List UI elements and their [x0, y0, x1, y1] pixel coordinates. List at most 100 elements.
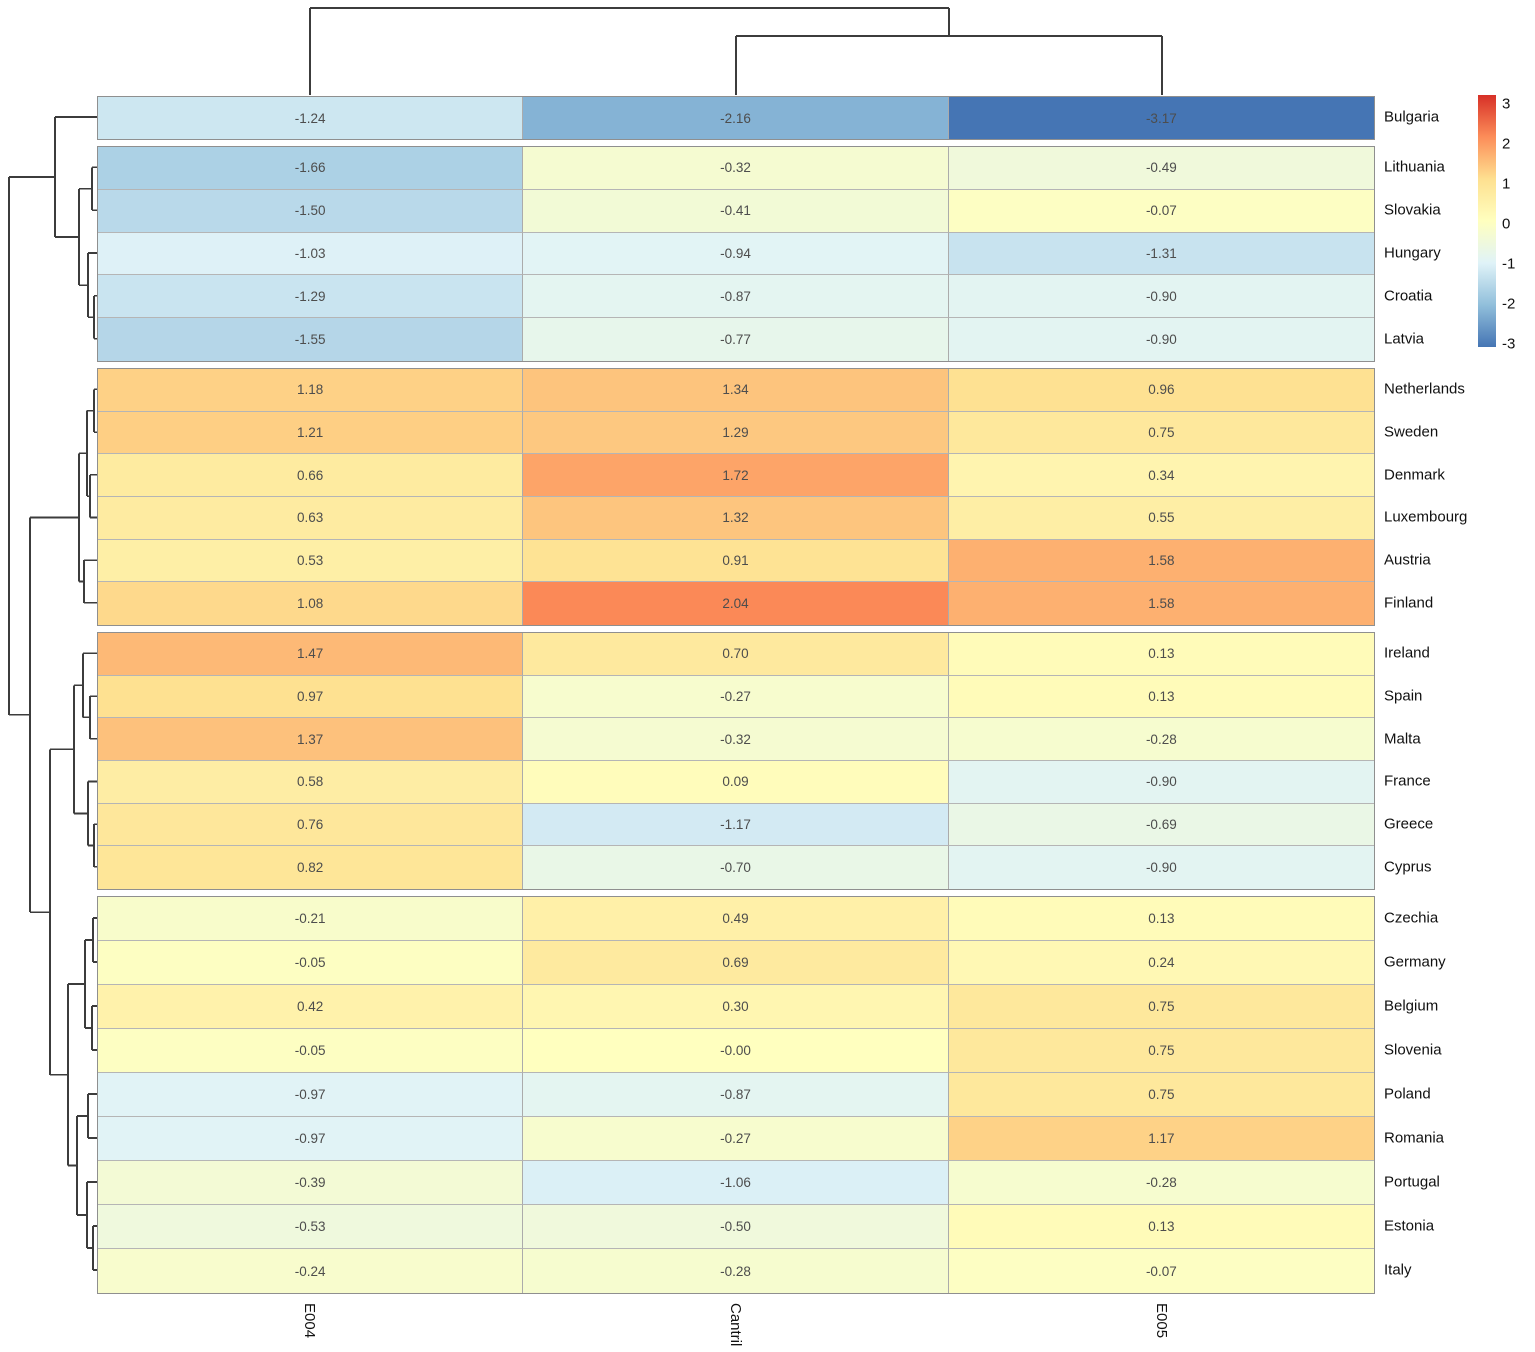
heatmap-cell: 0.75	[948, 1073, 1374, 1117]
column-label: E005	[1153, 1303, 1170, 1339]
heatmap-cell: 1.18	[98, 369, 524, 412]
heatmap-cell: 0.97	[98, 675, 524, 719]
heatmap-cell: -0.97	[98, 1073, 524, 1117]
row-cluster-block: -1.24 -2.16 -3.17	[97, 96, 1375, 140]
legend-tick-label: -3	[1502, 335, 1516, 353]
heatmap-cell: -1.66	[98, 147, 524, 190]
heatmap-cell: -0.90	[948, 761, 1374, 804]
heatmap-cell: -1.17	[523, 803, 949, 847]
heatmap-cell: -3.17	[948, 97, 1374, 139]
heatmap-cell: 0.13	[948, 633, 1374, 676]
row-label: France	[1384, 772, 1431, 790]
column-label: E004	[301, 1303, 318, 1339]
heatmap-cell: -0.39	[98, 1161, 524, 1205]
legend-colorbar	[1478, 95, 1496, 347]
row-label: Lithuania	[1384, 158, 1445, 176]
heatmap-cell: -0.94	[523, 232, 949, 276]
heatmap-cell: -0.50	[523, 1205, 949, 1249]
row-cluster-block: -1.66 -0.32 -0.49 -1.50 -0.41 -0.07 -1.03 -0.94…	[97, 146, 1375, 362]
heatmap-cell: -0.27	[523, 1117, 949, 1161]
heatmap-cell: 0.58	[98, 761, 524, 804]
column-label: Cantril	[727, 1303, 744, 1347]
heatmap-cell: 0.66	[98, 454, 524, 498]
row-label: Denmark	[1384, 466, 1445, 484]
heatmap-cell: 0.13	[948, 675, 1374, 719]
row-label: Luxembourg	[1384, 508, 1468, 526]
heatmap-cell: 0.55	[948, 497, 1374, 540]
row-label: Austria	[1384, 551, 1431, 569]
row-label: Finland	[1384, 594, 1434, 612]
heatmap-cell: 0.76	[98, 803, 524, 847]
heatmap-cell: 1.32	[523, 497, 949, 540]
heatmap-cell: -0.27	[523, 675, 949, 719]
row-label: Germany	[1384, 953, 1446, 971]
heatmap-cell: -0.07	[948, 189, 1374, 233]
heatmap-cell: 1.21	[98, 411, 524, 455]
heatmap-cell: -1.24	[98, 97, 524, 139]
heatmap-cell: -1.06	[523, 1161, 949, 1205]
heatmap-cell: 1.37	[98, 718, 524, 762]
heatmap-cell: 1.72	[523, 454, 949, 498]
heatmap-cell: -0.07	[948, 1249, 1374, 1293]
heatmap-cell: -0.00	[523, 1029, 949, 1073]
heatmap-cell: -0.21	[98, 897, 524, 941]
row-label: Czechia	[1384, 909, 1439, 927]
row-label: Sweden	[1384, 423, 1439, 441]
heatmap-cell: 0.13	[948, 897, 1374, 941]
heatmap-cell: -0.41	[523, 189, 949, 233]
heatmap-cell: -0.69	[948, 803, 1374, 847]
row-label: Poland	[1384, 1085, 1431, 1103]
heatmap-cell: -0.97	[98, 1117, 524, 1161]
heatmap-cell: -0.28	[948, 1161, 1374, 1205]
heatmap-cell: 0.91	[523, 539, 949, 583]
heatmap-cell: -0.70	[523, 846, 949, 890]
heatmap-cell: 0.63	[98, 497, 524, 540]
legend-tick-label: -2	[1502, 295, 1516, 313]
heatmap-cell: 0.09	[523, 761, 949, 804]
heatmap-cell: 0.30	[523, 985, 949, 1029]
row-cluster-block: 1.18 1.34 0.96 1.21 1.29 0.75 0.66 1.72 0.34 0.63…	[97, 368, 1375, 627]
heatmap-cell: -1.03	[98, 232, 524, 276]
heatmap-cell: -1.55	[98, 318, 524, 361]
heatmap-cell: 1.47	[98, 633, 524, 676]
row-label: Netherlands	[1384, 380, 1465, 398]
heatmap-cell: 1.34	[523, 369, 949, 412]
heatmap-cell: -0.87	[523, 1073, 949, 1117]
heatmap-cell: -1.31	[948, 232, 1374, 276]
legend-tick-label: 3	[1502, 95, 1511, 113]
heatmap-cell: 0.69	[523, 941, 949, 985]
legend-tick-label: 1	[1502, 175, 1511, 193]
heatmap-cell: 1.17	[948, 1117, 1374, 1161]
row-label: Cyprus	[1384, 858, 1432, 876]
row-label: Greece	[1384, 815, 1434, 833]
heatmap-cell: 0.42	[98, 985, 524, 1029]
heatmap-cell: 1.08	[98, 582, 524, 626]
row-label: Ireland	[1384, 644, 1430, 662]
row-cluster-block: 1.47 0.70 0.13 0.97 -0.27 0.13 1.37 -0.32 -0.28 0…	[97, 632, 1375, 891]
row-label: Italy	[1384, 1261, 1412, 1279]
heatmap-cell: 1.58	[948, 539, 1374, 583]
row-label: Romania	[1384, 1129, 1445, 1147]
heatmap-cell: 0.34	[948, 454, 1374, 498]
heatmap-cell: -0.32	[523, 718, 949, 762]
row-label: Slovenia	[1384, 1041, 1442, 1059]
heatmap-cell: -0.32	[523, 147, 949, 190]
row-label: Hungary	[1384, 244, 1441, 262]
row-cluster-block: -0.21 0.49 0.13 -0.05 0.69 0.24 0.42 0.30 0.75 -0…	[97, 896, 1375, 1294]
heatmap-cell: 0.24	[948, 941, 1374, 985]
heatmap-cell: -0.05	[98, 941, 524, 985]
heatmap-cell: -0.05	[98, 1029, 524, 1073]
heatmap-cell: 1.29	[523, 411, 949, 455]
heatmap-cell: -0.49	[948, 147, 1374, 190]
legend-tick-label: 0	[1502, 215, 1511, 233]
heatmap-cell: -0.28	[948, 718, 1374, 762]
heatmap-cell: -0.53	[98, 1205, 524, 1249]
row-label: Belgium	[1384, 997, 1439, 1015]
heatmap-cell: -0.87	[523, 275, 949, 319]
heatmap-cell: 0.75	[948, 1029, 1374, 1073]
row-label: Latvia	[1384, 330, 1425, 348]
legend-tick-label: 2	[1502, 135, 1511, 153]
heatmap-cell: 0.75	[948, 985, 1374, 1029]
heatmap-cell: 0.70	[523, 633, 949, 676]
